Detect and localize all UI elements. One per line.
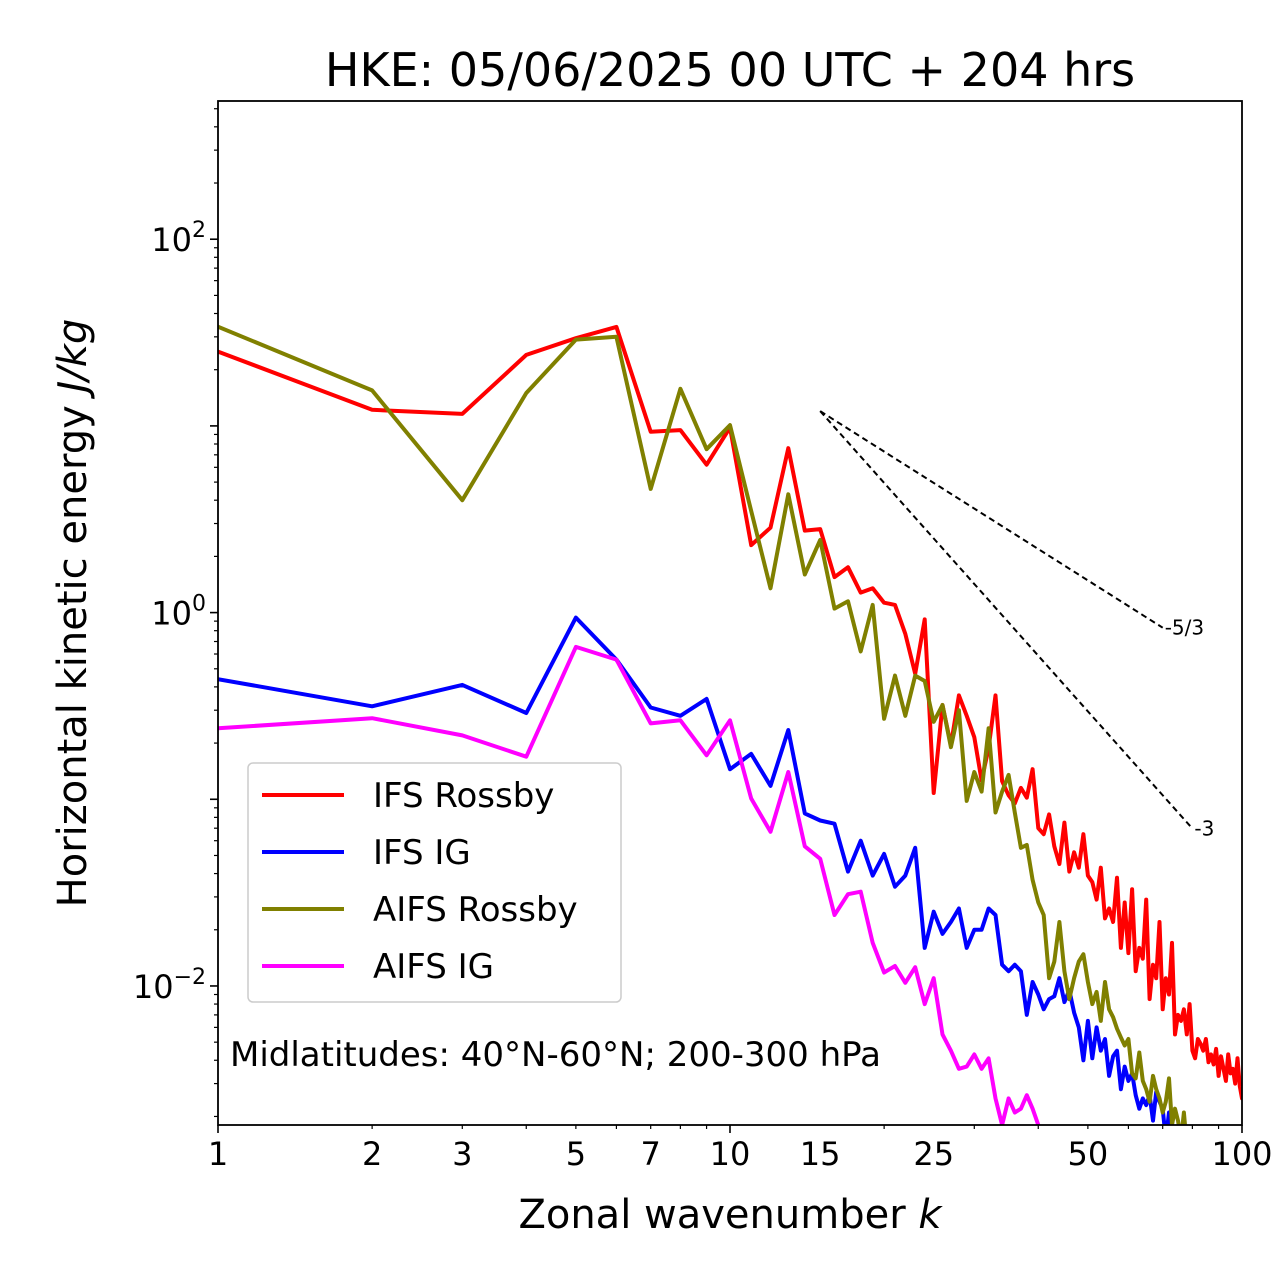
x-tick-label: 10 (710, 1135, 751, 1173)
legend-label-ifs-ig: IFS IG (373, 833, 471, 873)
x-axis-label: Zonal wavenumber k (518, 1192, 943, 1238)
x-axis-ticks: 1 2 3 5 7 10 15 25 50 100 (208, 1125, 1273, 1173)
chart-title: HKE: 05/06/2025 00 UTC + 204 hrs (325, 43, 1135, 97)
legend-label-aifs-rossby: AIFS Rossby (373, 890, 578, 930)
legend: IFS Rossby IFS IG AIFS Rossby AIFS IG (247, 762, 622, 1003)
y-tick-label: 10−2 (133, 965, 206, 1006)
series-line-aifs-rossby (218, 324, 1188, 1125)
slope-label-minus-3: -3 (1194, 817, 1214, 841)
x-tick-label: 1 (208, 1135, 228, 1173)
legend-items: IFS Rossby IFS IG AIFS Rossby AIFS IG (262, 776, 578, 987)
y-tick-label: 102 (151, 218, 206, 259)
series-line-ifs-ig (218, 615, 1174, 1125)
y-axis-ticks: 102 100 10−2 (133, 108, 218, 1118)
x-tick-label: 7 (641, 1135, 661, 1173)
y-tick-label: 100 (151, 592, 206, 633)
legend-frame (247, 762, 622, 1003)
slope-line-minus-5-3 (819, 410, 1164, 629)
x-tick-label: 5 (566, 1135, 586, 1173)
series-line-ifs-rossby (218, 324, 1242, 1101)
legend-label-aifs-ig: AIFS IG (373, 947, 494, 987)
x-tick-label: 100 (1211, 1135, 1272, 1173)
series-layer (218, 324, 1242, 1125)
x-tick-label: 15 (800, 1135, 841, 1173)
series-line-aifs-ig (218, 644, 1041, 1125)
slope-label-minus-5-3: -5/3 (1165, 616, 1204, 640)
x-tick-label: 25 (913, 1135, 954, 1173)
slope-line-minus-3 (819, 410, 1194, 830)
reference-slopes: -5/3 -3 (819, 410, 1214, 841)
x-tick-label: 3 (452, 1135, 472, 1173)
region-annotation: Midlatitudes: 40°N-60°N; 200-300 hPa (230, 1035, 881, 1075)
y-axis-label: Horizontal kinetic energy J/kg (50, 319, 96, 908)
x-tick-label: 2 (362, 1135, 382, 1173)
legend-label-ifs-rossby: IFS Rossby (373, 776, 554, 816)
x-tick-label: 50 (1068, 1135, 1109, 1173)
